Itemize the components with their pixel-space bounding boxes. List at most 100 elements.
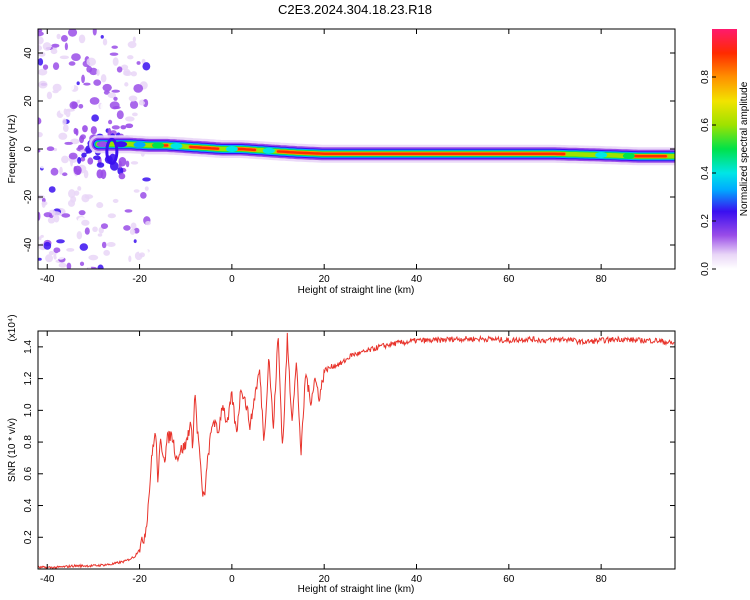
snr-y-multiplier: (x10⁴): [7, 314, 18, 341]
spectrogram-x-ticks: -40 -20 0 20 40 60 80: [40, 29, 607, 285]
noise-blob: [78, 103, 84, 109]
noise-blob: [86, 65, 93, 73]
noise-blob: [118, 160, 122, 169]
noise-blob: [52, 83, 62, 92]
noise-blob: [100, 35, 104, 39]
noise-blob: [77, 186, 82, 191]
noise-blob: [67, 199, 76, 207]
noise-blob: [101, 241, 107, 249]
ridge-band: [189, 145, 220, 150]
noise-blob: [93, 155, 101, 161]
noise-blob: [125, 116, 135, 122]
noise-blob: [78, 34, 86, 44]
noise-blob: [83, 169, 89, 179]
noise-blob: [79, 243, 89, 251]
figure-title: C2E3.2024.304.18.23.R18: [278, 2, 432, 17]
colorbar-tick-label: 0.2: [700, 214, 711, 228]
noise-blob: [68, 152, 78, 160]
noise-blob: [96, 169, 104, 179]
noise-blob: [78, 210, 86, 216]
noise-blob: [38, 68, 48, 76]
noise-blob: [67, 82, 75, 91]
noise-blob: [111, 89, 121, 93]
noise-blob: [128, 95, 138, 102]
ridge-blotch: [225, 146, 238, 152]
y-tick-label: 0: [23, 146, 34, 152]
noise-blob: [113, 96, 118, 101]
noise-blob: [72, 91, 82, 101]
snr-y-ticks: 0.2 0.4 0.6 0.8 1.0 1.2 1.4: [23, 339, 675, 544]
noise-blob: [52, 62, 60, 71]
noise-blob: [96, 69, 100, 76]
noise-blob: [39, 162, 46, 169]
ridge-band: [276, 150, 566, 156]
colorbar: 0.0 0.2 0.4 0.6 0.8 Normalized spectral ampl…: [700, 29, 750, 276]
y-tick-label: 0.2: [23, 530, 34, 544]
noise-blob: [145, 220, 151, 226]
noise-blob: [100, 103, 104, 111]
noise-blob: [89, 97, 100, 105]
noise-blob: [41, 201, 46, 208]
noise-blob: [91, 114, 99, 122]
noise-blob: [90, 126, 97, 135]
noise-blob: [129, 100, 139, 109]
ridge-blotch: [595, 152, 608, 158]
noise-blob: [51, 43, 60, 48]
snr-series-line: [38, 332, 675, 569]
noise-blob: [42, 42, 52, 51]
noise-blob: [38, 117, 42, 125]
noise-blob: [107, 92, 116, 99]
noise-blob: [50, 237, 56, 245]
ridge-band: [235, 147, 257, 152]
noise-blob: [50, 48, 58, 55]
noise-blob: [125, 123, 134, 129]
noise-blob: [124, 209, 133, 213]
noise-blob: [106, 241, 116, 248]
colorbar-tick-label: 0.8: [700, 70, 711, 84]
noise-blob: [38, 44, 43, 52]
x-tick-label: -20: [132, 274, 147, 285]
noise-blob: [56, 33, 61, 40]
noise-blob: [67, 29, 78, 37]
colorbar-label: Normalized spectral amplitude: [739, 81, 750, 216]
noise-blob: [59, 55, 70, 60]
noise-blob: [42, 64, 49, 70]
noise-blob: [48, 118, 54, 124]
x-tick-label: -40: [40, 274, 55, 285]
noise-blob: [81, 219, 90, 226]
noise-blob: [53, 252, 57, 260]
noise-blob: [123, 225, 131, 231]
noise-blob: [102, 38, 108, 46]
x-tick-label: -20: [132, 574, 147, 585]
noise-blob: [81, 74, 85, 84]
noise-blob: [61, 213, 71, 218]
noise-blob: [38, 257, 42, 261]
noise-blob: [116, 66, 123, 73]
colorbar-gradient: [712, 29, 737, 269]
noise-blob: [38, 236, 42, 241]
noise-blob: [112, 198, 119, 204]
noise-blob: [73, 166, 77, 172]
noise-blob: [98, 226, 104, 234]
noise-blob: [84, 227, 90, 235]
noise-blob: [69, 101, 78, 110]
noise-blob: [109, 52, 119, 56]
noise-blob: [45, 254, 54, 263]
noise-blob: [47, 217, 56, 224]
noise-blob: [38, 149, 41, 153]
noise-blob: [73, 127, 78, 135]
noise-blob: [102, 83, 112, 92]
noise-blob: [53, 214, 60, 223]
y-tick-label: 0.4: [23, 498, 34, 512]
noise-blob: [100, 223, 109, 229]
y-tick-label: 1.2: [23, 371, 34, 385]
noise-blob: [120, 125, 127, 130]
noise-blob: [81, 152, 87, 158]
spectrogram-y-label: Frequency (Hz): [7, 115, 18, 184]
noise-blob: [93, 79, 102, 86]
x-tick-label: 20: [319, 574, 331, 585]
noise-blob: [144, 186, 149, 191]
noise-blob: [50, 167, 59, 176]
noise-blob: [53, 247, 61, 254]
y-tick-label: 1.0: [23, 403, 34, 417]
